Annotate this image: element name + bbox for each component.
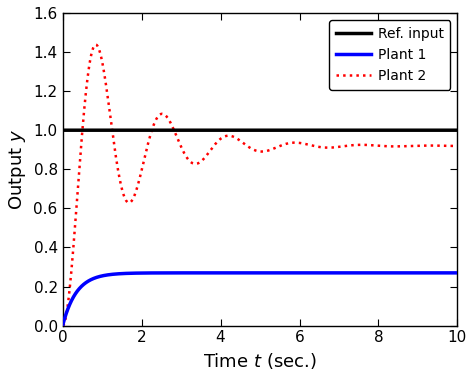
Plant 2 (60, 323, 65, 328)
Ref. input (241, 128, 247, 132)
Plant 1 (443, 271, 448, 275)
Ref. input (443, 128, 448, 132)
Plant 1 (60, 323, 65, 328)
Plant 2 (455, 144, 460, 148)
Plant 1 (455, 271, 460, 275)
Plant 2 (443, 144, 449, 148)
Y-axis label: Output $y$: Output $y$ (7, 129, 28, 210)
Ref. input (371, 128, 376, 132)
Line: Plant 1: Plant 1 (63, 273, 457, 325)
Legend: Ref. input, Plant 1, Plant 2: Ref. input, Plant 1, Plant 2 (329, 20, 450, 90)
Plant 1 (443, 271, 449, 275)
Ref. input (455, 128, 460, 132)
Plant 2 (443, 144, 449, 148)
Plant 2 (93, 42, 99, 47)
X-axis label: Time $t$ (sec.): Time $t$ (sec.) (203, 351, 317, 371)
Plant 1 (241, 271, 247, 275)
Ref. input (443, 128, 449, 132)
Plant 1 (80, 283, 86, 287)
Ref. input (252, 128, 257, 132)
Ref. input (60, 128, 65, 132)
Plant 1 (371, 271, 376, 275)
Line: Plant 2: Plant 2 (63, 45, 457, 325)
Plant 2 (80, 124, 86, 128)
Plant 2 (241, 142, 247, 146)
Plant 2 (252, 148, 258, 152)
Ref. input (80, 128, 86, 132)
Plant 1 (252, 271, 257, 275)
Plant 2 (371, 143, 376, 148)
